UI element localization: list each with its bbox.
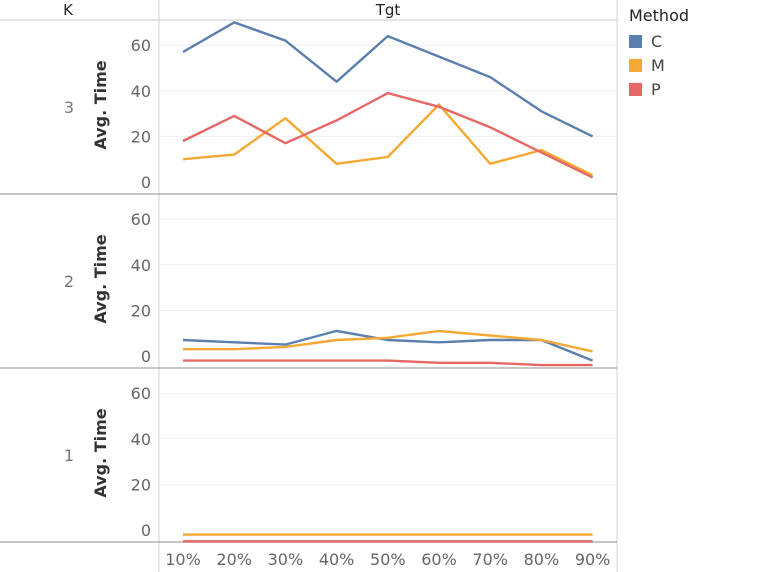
y-tick-label: 0 [141,347,151,366]
y-tick-label: 40 [131,430,151,449]
x-tick-label: 90% [575,550,611,569]
column-header: Tgt [375,1,401,19]
series-line-M [183,329,593,353]
y-axis-title: Avg. Time [91,234,110,323]
x-axis: 10% 20% 30% 40% 50% 60% 70% 80% 90% [165,550,610,569]
legend-item-P: P [629,77,689,101]
series-line-M [182,103,594,177]
x-tick-label: 10% [165,550,201,569]
legend-swatch [629,82,642,96]
series-line-P [182,91,594,179]
y-tick-label: 0 [141,173,151,192]
legend-swatch [629,58,642,72]
row-header: K [63,1,74,19]
y-tick-label: 20 [131,127,151,146]
legend-label: M [651,55,665,75]
x-tick-label: 50% [370,550,406,569]
x-tick-label: 80% [524,550,560,569]
x-tick-label: 60% [421,550,457,569]
row-label: 3 [64,98,74,117]
y-tick-label: 40 [131,256,151,275]
series-line-P [183,359,593,367]
legend-swatch [629,34,642,48]
series-line-C [182,21,594,138]
panel-k-3: 0 20 40 60 Avg. Time 3 [64,21,617,192]
legend-item-C: C [629,29,689,53]
y-axis-title: Avg. Time [91,408,110,497]
y-tick-label: 0 [141,521,151,540]
legend-item-M: M [629,53,689,77]
x-tick-label: 20% [216,550,252,569]
y-tick-label: 40 [131,82,151,101]
legend-label: C [651,31,663,51]
y-axis-title: Avg. Time [91,60,110,149]
series-line-C [182,329,594,362]
row-label: 1 [64,446,74,465]
panel-k-1: 0 20 40 60 Avg. Time 1 [64,384,617,543]
panel-k-2: 0 20 40 60 Avg. Time 2 [64,210,617,367]
y-tick-label: 60 [131,210,151,229]
y-tick-label: 20 [131,475,151,494]
legend-title: Method [629,6,690,25]
y-tick-label: 60 [131,384,151,403]
row-label: 2 [64,272,74,291]
x-tick-label: 40% [319,550,355,569]
x-tick-label: 70% [472,550,508,569]
y-tick-label: 20 [131,301,151,320]
legend-label: P [651,79,661,99]
y-tick-label: 60 [131,36,151,55]
x-tick-label: 30% [268,550,304,569]
